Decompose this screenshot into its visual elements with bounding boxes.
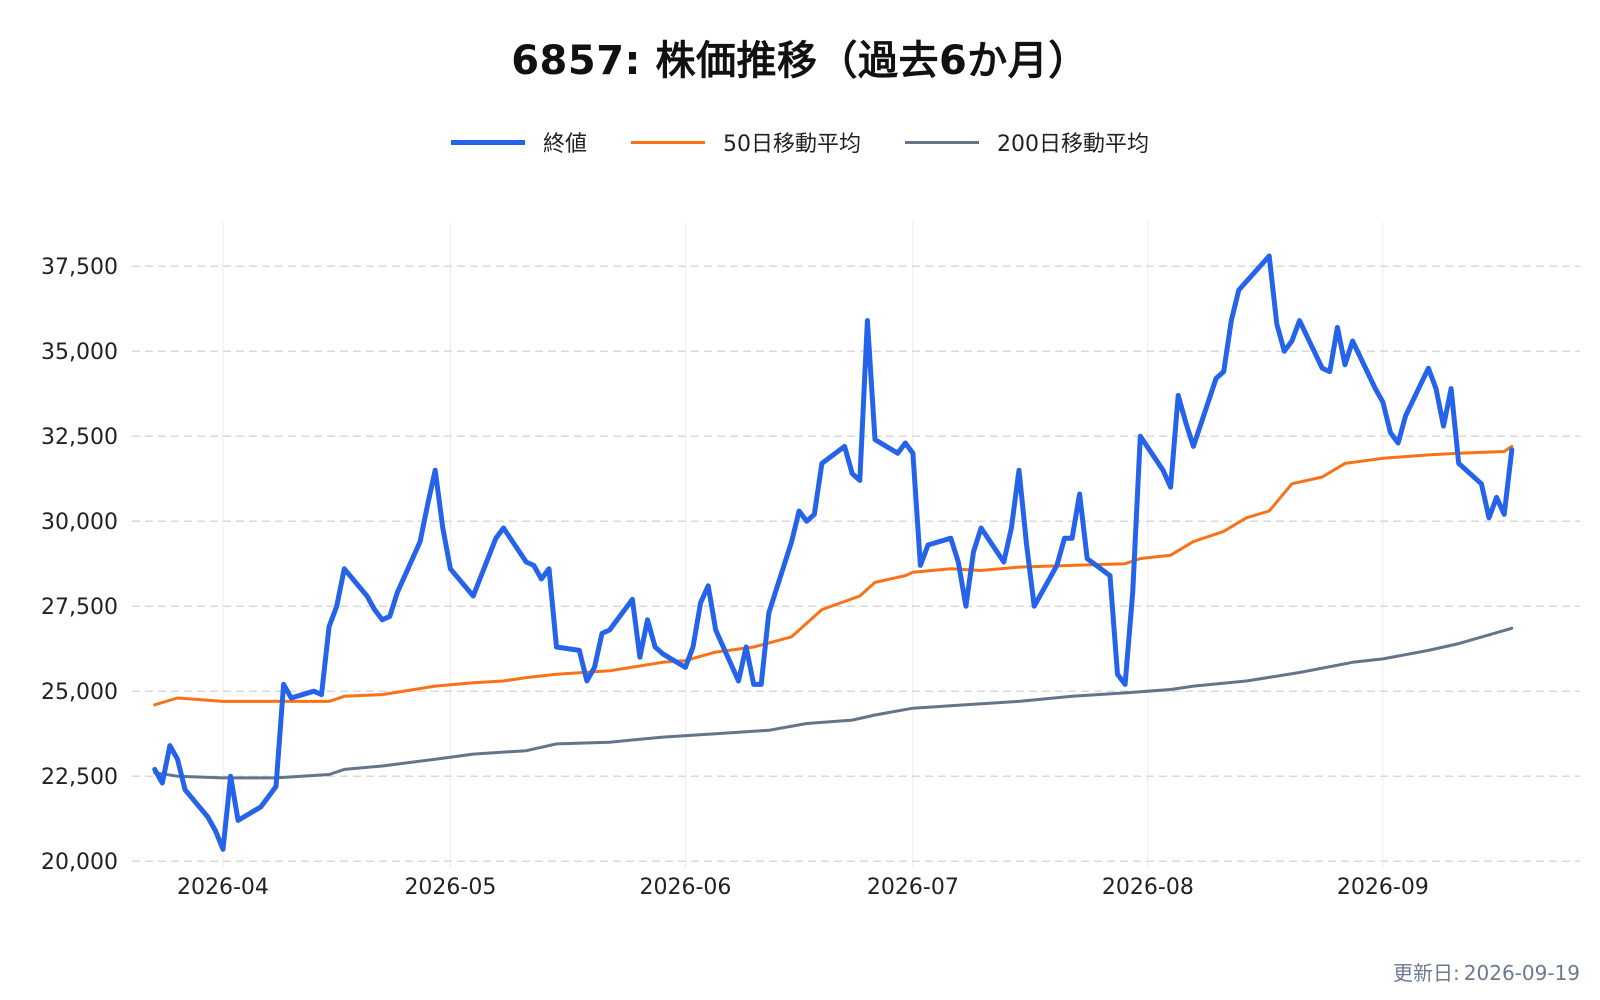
legend-label-ma50: 50日移動平均 — [723, 132, 861, 157]
legend-label-ma200: 200日移動平均 — [997, 132, 1149, 157]
x-tick-label: 2026-07 — [867, 875, 959, 900]
y-tick-label: 32,500 — [41, 425, 118, 450]
legend-swatch-ma200 — [905, 140, 979, 144]
updated-date: 更新日: 2026-09-19 — [1393, 957, 1580, 986]
legend-item-close[interactable]: 終値 — [450, 126, 587, 158]
x-tick-label: 2026-06 — [639, 875, 731, 900]
close-price-line — [152, 253, 1515, 852]
y-tick-label: 35,000 — [41, 340, 118, 365]
ma50-line — [153, 444, 1514, 707]
y-tick-label: 22,500 — [41, 765, 118, 790]
y-tick-label: 20,000 — [41, 850, 118, 875]
legend: 終値 50日移動平均 200日移動平均 — [0, 126, 1600, 158]
y-tick-label: 30,000 — [41, 510, 118, 535]
updated-value: 2026-09-19 — [1463, 961, 1580, 985]
y-tick-label: 25,000 — [41, 680, 118, 705]
legend-swatch-close — [450, 139, 525, 145]
y-tick-label: 27,500 — [41, 595, 118, 620]
x-tick-label: 2026-04 — [177, 875, 269, 900]
ma200-line — [153, 626, 1514, 780]
legend-item-ma50[interactable]: 50日移動平均 — [631, 126, 861, 158]
x-tick-label: 2026-08 — [1102, 875, 1194, 900]
x-tick-label: 2026-05 — [404, 875, 496, 900]
legend-label-close: 終値 — [542, 132, 587, 157]
chart-title: 6857: 株価推移（過去6か月） — [511, 38, 1089, 84]
updated-label: 更新日: — [1393, 961, 1460, 985]
x-tick-label: 2026-09 — [1337, 875, 1429, 900]
y-tick-label: 37,500 — [41, 255, 118, 280]
legend-swatch-ma50 — [631, 140, 705, 144]
legend-item-ma200[interactable]: 200日移動平均 — [905, 126, 1149, 158]
